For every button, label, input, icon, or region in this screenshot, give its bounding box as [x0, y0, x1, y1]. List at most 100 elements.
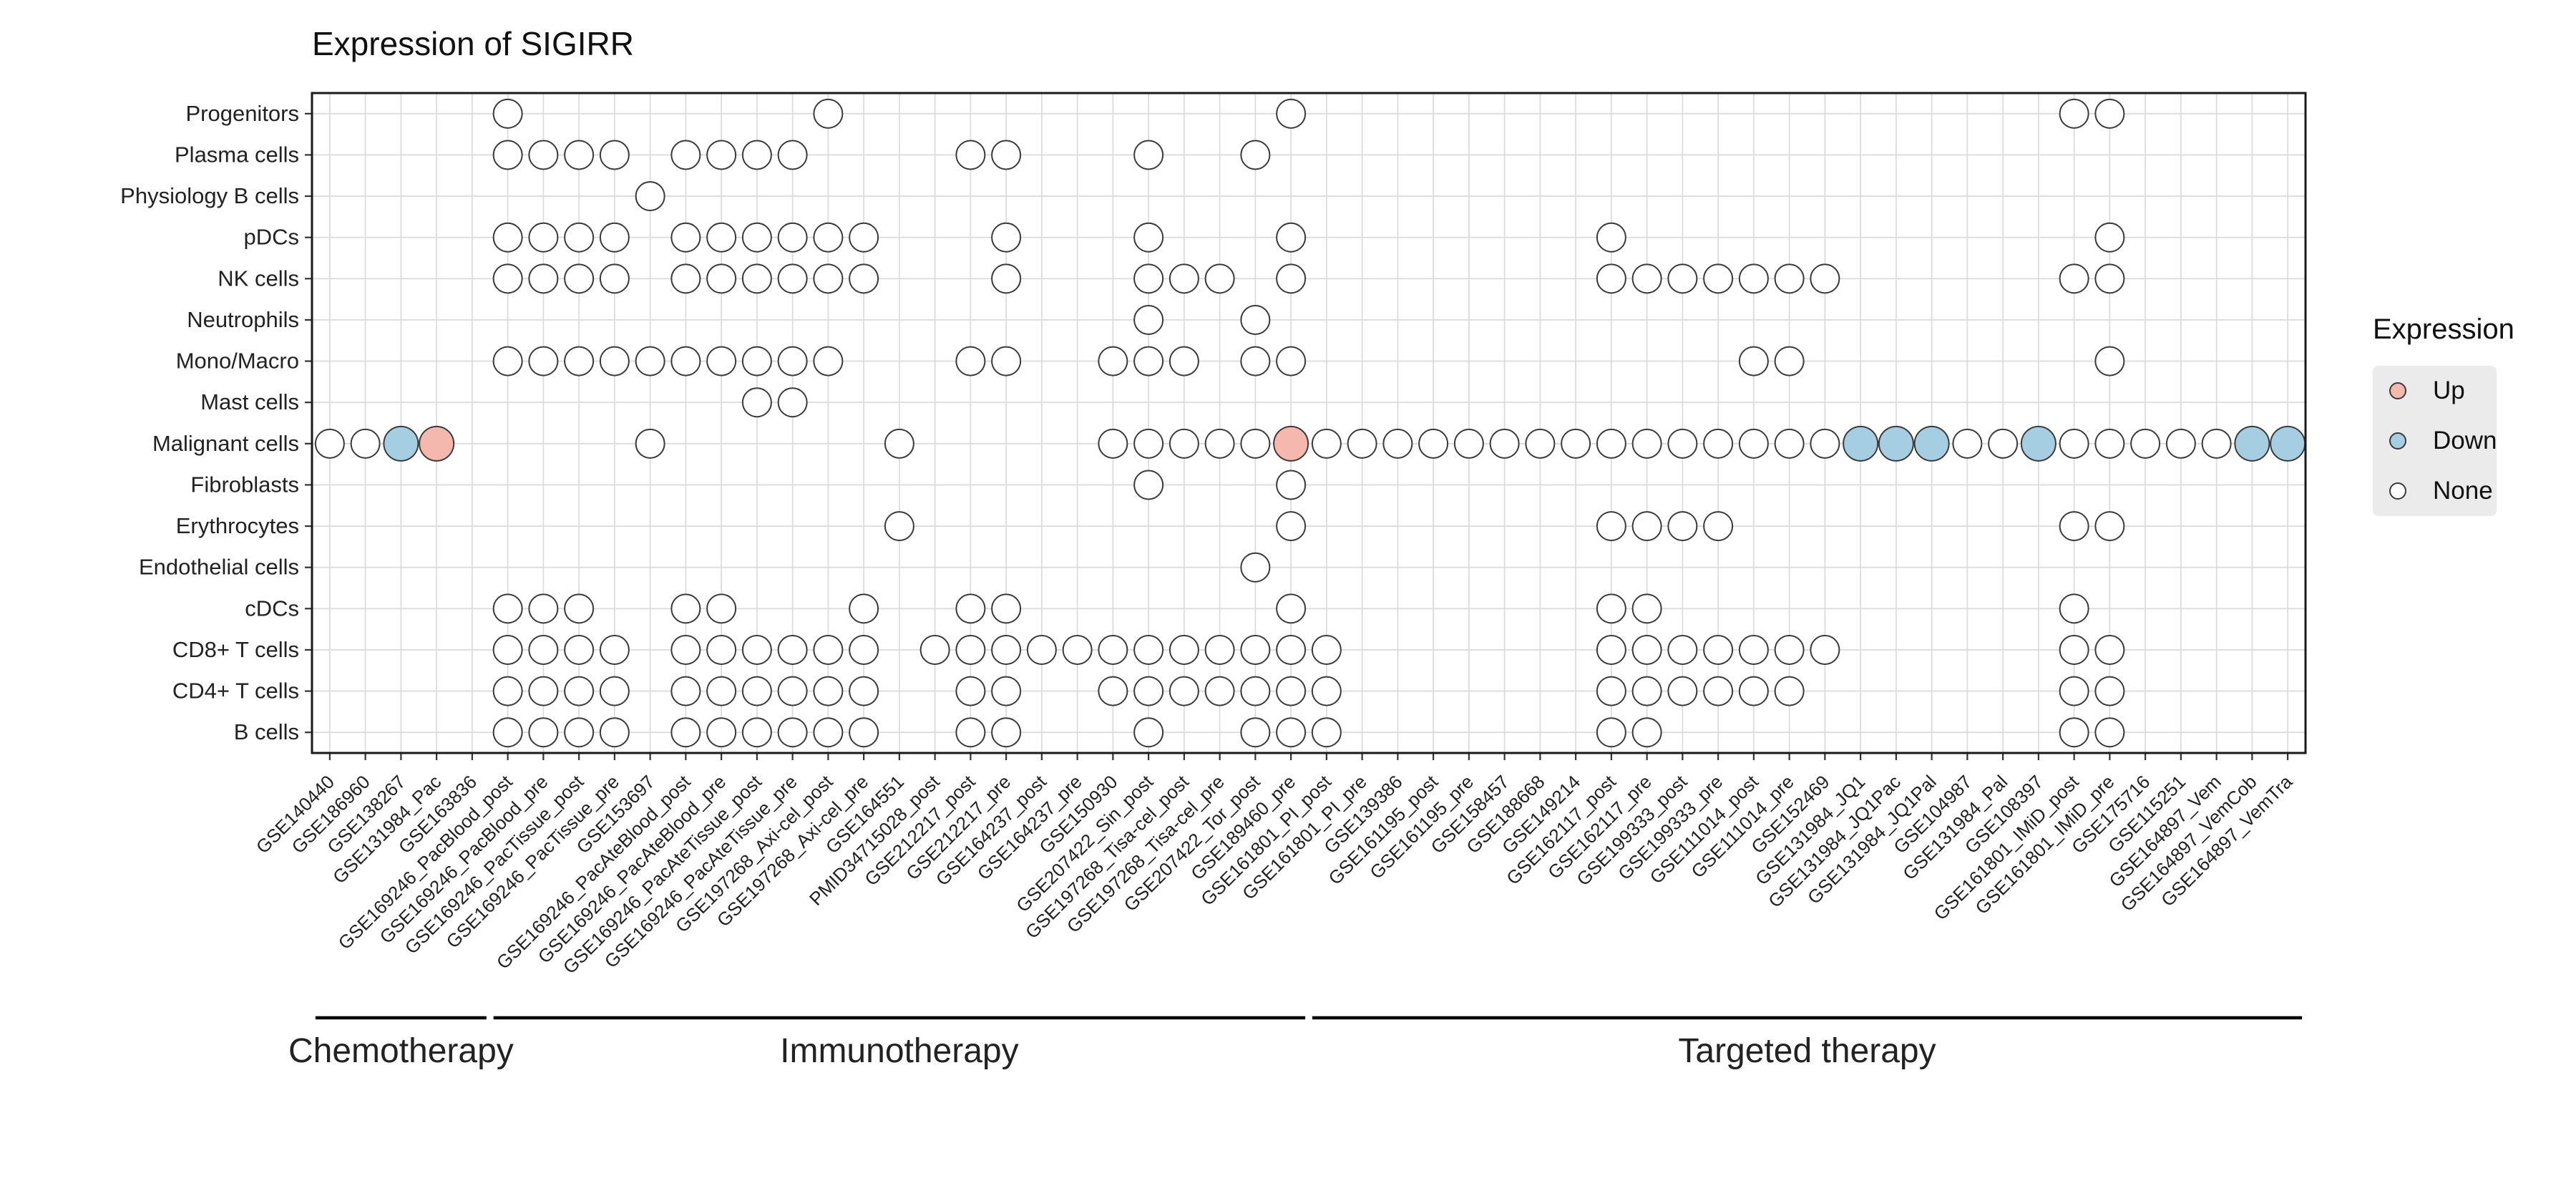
- dot-none: [1276, 593, 1307, 624]
- dot-none: [1631, 428, 1662, 459]
- dot-none: [1133, 263, 1164, 294]
- dot-none: [1667, 634, 1698, 665]
- dot-none: [741, 676, 772, 706]
- dot-none: [670, 593, 701, 624]
- dot-none: [2059, 593, 2089, 624]
- dot-none: [2201, 428, 2232, 459]
- dot-none: [849, 222, 879, 253]
- dot-none: [1169, 346, 1199, 376]
- dot-none: [492, 263, 523, 294]
- dot-none: [1738, 428, 1769, 459]
- dot-none: [1133, 304, 1164, 335]
- dot-none: [1240, 140, 1271, 170]
- dot-none: [528, 717, 559, 748]
- dot-none: [2165, 428, 2196, 459]
- dot-none: [1703, 263, 1734, 294]
- dot-none: [813, 98, 844, 129]
- dot-none: [492, 676, 523, 706]
- y-axis-label: CD4+ T cells: [172, 679, 299, 704]
- dot-none: [1276, 511, 1307, 542]
- chart-title: Expression of SIGIRR: [312, 25, 634, 62]
- dot-none: [955, 593, 986, 624]
- dot-none: [2059, 717, 2089, 748]
- dot-none: [1703, 676, 1734, 706]
- dot-none: [1525, 428, 1556, 459]
- therapy-group-label: Chemotherapy: [288, 1032, 514, 1070]
- dot-none: [599, 222, 630, 253]
- dot-none: [777, 634, 808, 665]
- dot-none: [1667, 428, 1698, 459]
- dot-none: [991, 717, 1022, 748]
- legend-label-down: Down: [2433, 427, 2497, 455]
- dot-none: [1738, 346, 1769, 376]
- dot-none: [1596, 511, 1626, 542]
- dot-none: [813, 717, 844, 748]
- dot-none: [670, 717, 701, 748]
- y-axis-label: B cells: [234, 719, 299, 744]
- dot-none: [2094, 676, 2125, 706]
- dot-none: [1596, 717, 1626, 748]
- dot-none: [741, 634, 772, 665]
- y-axis-label: Endothelial cells: [139, 555, 299, 580]
- dot-none: [955, 346, 986, 376]
- legend-key-none: None: [2373, 466, 2497, 516]
- dot-none: [741, 140, 772, 170]
- dot-none: [2059, 98, 2089, 129]
- dot-none: [1276, 98, 1307, 129]
- dot-none: [528, 222, 559, 253]
- dot-down: [2234, 425, 2270, 462]
- dot-none: [777, 717, 808, 748]
- dot-none: [492, 593, 523, 624]
- dot-none: [991, 140, 1022, 170]
- up-dot-icon: [2389, 382, 2406, 399]
- dot-none: [670, 676, 701, 706]
- legend-keys: Up Down None: [2373, 366, 2497, 516]
- dot-down: [2270, 425, 2306, 462]
- dot-none: [599, 717, 630, 748]
- dot-none: [1240, 428, 1271, 459]
- y-axis-label: Malignant cells: [152, 431, 299, 456]
- y-axis-label: NK cells: [218, 266, 299, 291]
- dot-none: [777, 263, 808, 294]
- dot-none: [2094, 428, 2125, 459]
- dot-none: [813, 634, 844, 665]
- dot-none: [706, 593, 737, 624]
- panel-border: [311, 92, 2307, 754]
- dot-none: [2059, 511, 2089, 542]
- dot-none: [1703, 634, 1734, 665]
- dot-none: [2094, 346, 2125, 376]
- dot-none: [884, 511, 914, 542]
- dot-none: [564, 140, 595, 170]
- dot-none: [670, 140, 701, 170]
- dot-none: [991, 676, 1022, 706]
- dot-none: [564, 263, 595, 294]
- dot-none: [1133, 470, 1164, 500]
- dot-none: [1204, 634, 1235, 665]
- dot-none: [1204, 676, 1235, 706]
- dot-none: [635, 181, 665, 212]
- dot-none: [1276, 676, 1307, 706]
- dot-none: [1631, 717, 1662, 748]
- dot-none: [670, 263, 701, 294]
- legend-label-none: None: [2433, 477, 2493, 505]
- dot-none: [706, 222, 737, 253]
- dot-none: [813, 263, 844, 294]
- dot-none: [1240, 304, 1271, 335]
- dot-none: [1133, 346, 1164, 376]
- dot-none: [777, 346, 808, 376]
- dot-none: [492, 717, 523, 748]
- dot-none: [599, 263, 630, 294]
- dot-none: [564, 593, 595, 624]
- dot-none: [1561, 428, 1591, 459]
- dot-none: [2094, 263, 2125, 294]
- down-dot-icon: [2389, 432, 2406, 449]
- legend-label-up: Up: [2433, 376, 2465, 404]
- dot-none: [1311, 717, 1342, 748]
- dot-none: [1988, 428, 2019, 459]
- dot-none: [2059, 676, 2089, 706]
- dot-none: [1703, 511, 1734, 542]
- dot-none: [706, 634, 737, 665]
- dot-none: [706, 717, 737, 748]
- dot-none: [1311, 634, 1342, 665]
